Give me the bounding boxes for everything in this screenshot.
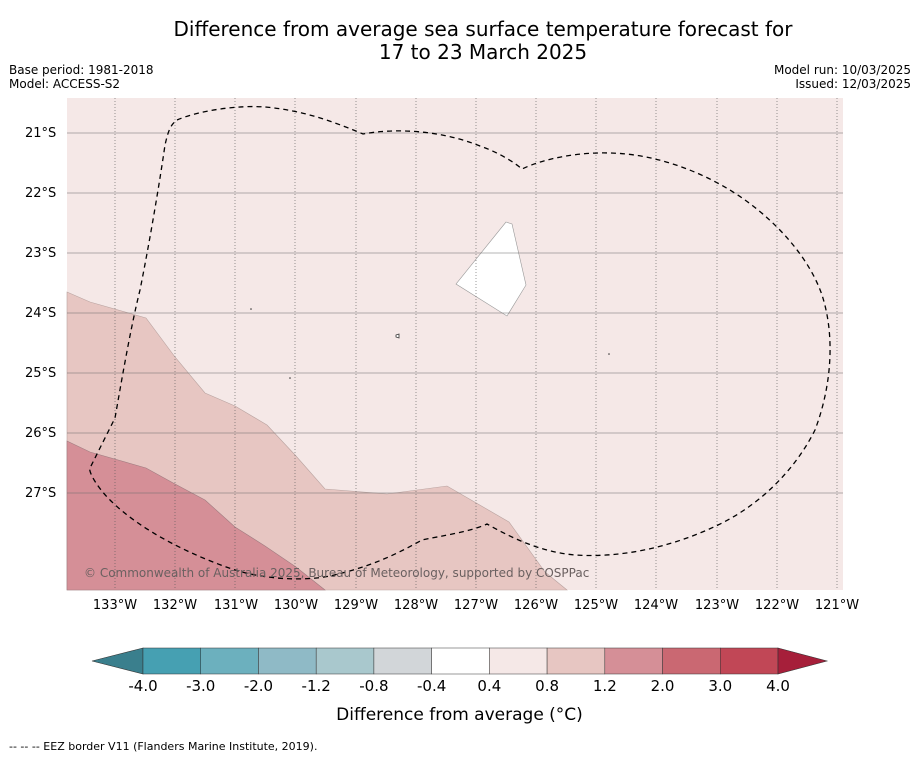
lon-label-126w: 126°W bbox=[513, 598, 559, 613]
lat-label-25s: 25°S bbox=[25, 366, 57, 381]
colorbar-segment bbox=[604, 647, 663, 675]
colorbar-tick-label: -1.2 bbox=[301, 677, 331, 695]
lon-label-127w: 127°W bbox=[453, 598, 499, 613]
colorbar-segment bbox=[258, 647, 317, 675]
lon-label-129w: 129°W bbox=[333, 598, 379, 613]
colorbar-arrow-low bbox=[91, 647, 144, 675]
colorbar-segment bbox=[431, 647, 490, 675]
colorbar-segment bbox=[200, 647, 259, 675]
lon-label-133w: 133°W bbox=[92, 598, 138, 613]
colorbar-tick-label: -2.0 bbox=[243, 677, 274, 695]
lat-label-21s: 21°S bbox=[25, 126, 57, 141]
colorbar-tick-label: 4.0 bbox=[766, 677, 790, 695]
colorbar-tick-label: -3.0 bbox=[186, 677, 216, 695]
colorbar-arrow-high bbox=[777, 647, 829, 675]
base-period: Base period: 1981-2018 bbox=[9, 63, 154, 77]
colorbar-tick-label: -0.4 bbox=[416, 677, 447, 695]
map-title: Difference from average sea surface temp… bbox=[0, 18, 919, 64]
colorbar-segment bbox=[142, 647, 201, 675]
lon-label-121w: 121°W bbox=[814, 598, 860, 613]
lon-label-132w: 132°W bbox=[152, 598, 198, 613]
lon-label-125w: 125°W bbox=[573, 598, 619, 613]
colorbar-tick-label: 0.8 bbox=[535, 677, 560, 695]
colorbar-segment bbox=[720, 647, 779, 675]
eez-footnote: -- -- -- EEZ border V11 (Flanders Marine… bbox=[9, 740, 318, 753]
lat-label-26s: 26°S bbox=[25, 426, 57, 441]
colorbar-tick-label: 0.4 bbox=[477, 677, 502, 695]
lon-label-124w: 124°W bbox=[633, 598, 679, 613]
lon-label-123w: 123°W bbox=[694, 598, 740, 613]
small-island bbox=[608, 353, 610, 355]
model-name: Model: ACCESS-S2 bbox=[9, 77, 121, 91]
title-line-2: 17 to 23 March 2025 bbox=[378, 40, 588, 64]
colorbar-segment bbox=[662, 647, 721, 675]
run-info: Model run: 10/03/2025 Issued: 12/03/2025 bbox=[774, 63, 911, 91]
colorbar-segment bbox=[489, 647, 548, 675]
lon-label-128w: 128°W bbox=[393, 598, 439, 613]
lat-label-27s: 27°S bbox=[25, 486, 57, 501]
model-info: Base period: 1981-2018 Model: ACCESS-S2 bbox=[9, 63, 154, 91]
lat-label-24s: 24°S bbox=[25, 306, 57, 321]
lon-label-131w: 131°W bbox=[213, 598, 259, 613]
model-run: Model run: 10/03/2025 bbox=[773, 63, 911, 77]
small-island bbox=[289, 377, 291, 379]
no-data-island bbox=[455, 221, 527, 317]
colorbar bbox=[91, 647, 829, 675]
longitude-gridlines bbox=[114, 98, 838, 590]
colorbar-segment bbox=[315, 647, 375, 675]
small-island bbox=[395, 333, 400, 339]
colorbar-tick-label: 2.0 bbox=[650, 677, 675, 695]
title-line-1: Difference from average sea surface temp… bbox=[173, 17, 793, 41]
colorbar-title: Difference from average (°C) bbox=[336, 705, 583, 725]
small-island bbox=[250, 308, 252, 310]
lat-label-23s: 23°S bbox=[25, 246, 57, 261]
colorbar-tick-label: -0.8 bbox=[359, 677, 389, 695]
lon-label-130w: 130°W bbox=[273, 598, 319, 613]
colorbar-tick-label: 1.2 bbox=[592, 677, 617, 695]
colorbar-segment bbox=[546, 647, 606, 675]
colorbar-tick-label: -4.0 bbox=[128, 677, 158, 695]
issued-date: Issued: 12/03/2025 bbox=[795, 77, 911, 91]
colorbar-tick-label: 3.0 bbox=[708, 677, 733, 695]
latitude-gridlines bbox=[67, 132, 843, 494]
copyright-notice: © Commonwealth of Australia 2025, Bureau… bbox=[84, 566, 590, 580]
lat-label-22s: 22°S bbox=[25, 186, 57, 201]
colorbar-segment bbox=[373, 647, 432, 675]
lon-label-122w: 122°W bbox=[754, 598, 800, 613]
